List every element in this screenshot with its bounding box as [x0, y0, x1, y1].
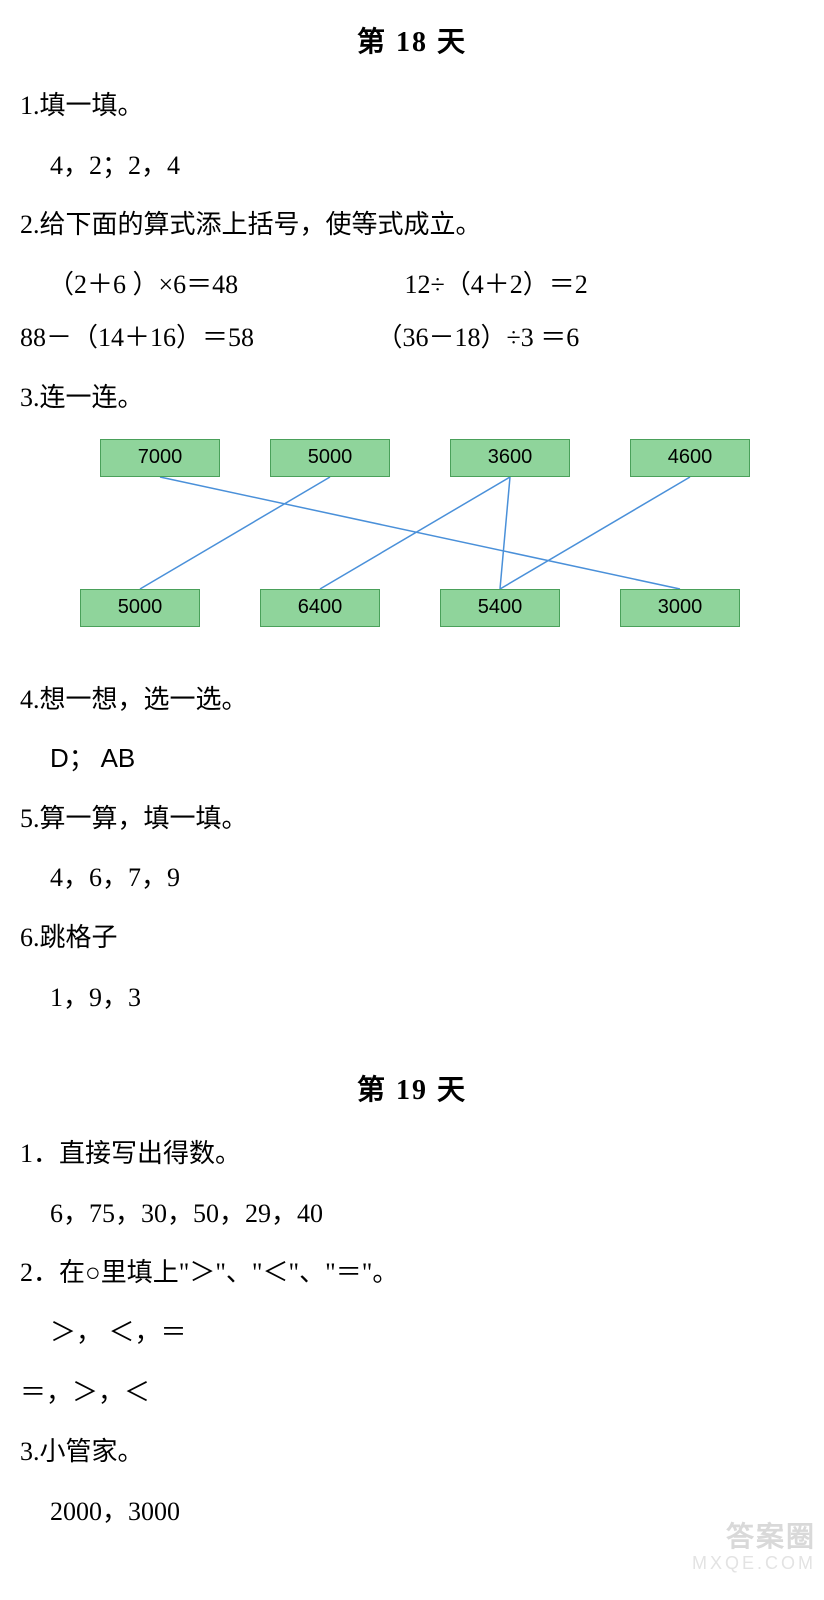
match-top-box: 7000 — [100, 439, 220, 477]
d19-q2-row2: ＝，＞，＜ — [20, 1372, 804, 1414]
match-bottom-box: 3000 — [620, 589, 740, 627]
q2-label: 2.给下面的算式添上括号，使等式成立。 — [20, 204, 804, 246]
d19-q2-label: 2．在○里填上"＞"、"＜"、"＝"。 — [20, 1252, 804, 1294]
q5-answer: 4，6，7，9 — [50, 857, 804, 899]
q2-row2-left: 88－（14＋16）＝58 — [20, 317, 370, 359]
q2-row1: （2＋6 ）×6＝48 12÷（4＋2）＝2 — [20, 264, 804, 306]
d19-q1-answer: 6，75，30，50，29，40 — [50, 1193, 804, 1235]
worksheet-page: 第 18 天 1.填一填。 4，2；2，4 2.给下面的算式添上括号，使等式成立… — [0, 0, 824, 1580]
q4-label: 4.想一想，选一选。 — [20, 679, 804, 721]
match-bottom-box: 5000 — [80, 589, 200, 627]
q3-matching-diagram: 7000 5000 3600 4600 5000 6400 5400 3000 — [40, 439, 800, 639]
q6-answer: 1，9，3 — [50, 977, 804, 1019]
watermark-top: 答案圈 — [692, 1515, 816, 1555]
q2-row1-left: （2＋6 ）×6＝48 — [48, 264, 398, 306]
d19-q3-answer: 2000，3000 — [50, 1491, 804, 1533]
day19-title: 第 19 天 — [20, 1068, 804, 1108]
q6-label: 6.跳格子 — [20, 917, 804, 959]
d19-q2-row1: ＞， ＜，＝ — [50, 1312, 804, 1354]
q2-row2: 88－（14＋16）＝58 （36－18）÷3 ＝6 — [20, 317, 804, 359]
match-top-box: 5000 — [270, 439, 390, 477]
watermark-bottom: MXQE.COM — [692, 1553, 816, 1574]
q2-row1-right: 12÷（4＋2）＝2 — [405, 264, 588, 306]
q2-row2-right: （36－18）÷3 ＝6 — [377, 317, 580, 359]
d19-q1-label: 1．直接写出得数。 — [20, 1133, 804, 1175]
q4-answer: D； AB — [50, 738, 804, 780]
day18-title: 第 18 天 — [20, 20, 804, 60]
match-bottom-box: 5400 — [440, 589, 560, 627]
q1-label: 1.填一填。 — [20, 85, 804, 127]
q3-label: 3.连一连。 — [20, 377, 804, 419]
q5-label: 5.算一算，填一填。 — [20, 798, 804, 840]
match-top-box: 4600 — [630, 439, 750, 477]
q1-answer: 4，2；2，4 — [50, 145, 804, 187]
watermark: 答案圈 MXQE.COM — [692, 1515, 816, 1574]
match-bottom-box: 6400 — [260, 589, 380, 627]
d19-q3-label: 3.小管家。 — [20, 1431, 804, 1473]
match-top-box: 3600 — [450, 439, 570, 477]
